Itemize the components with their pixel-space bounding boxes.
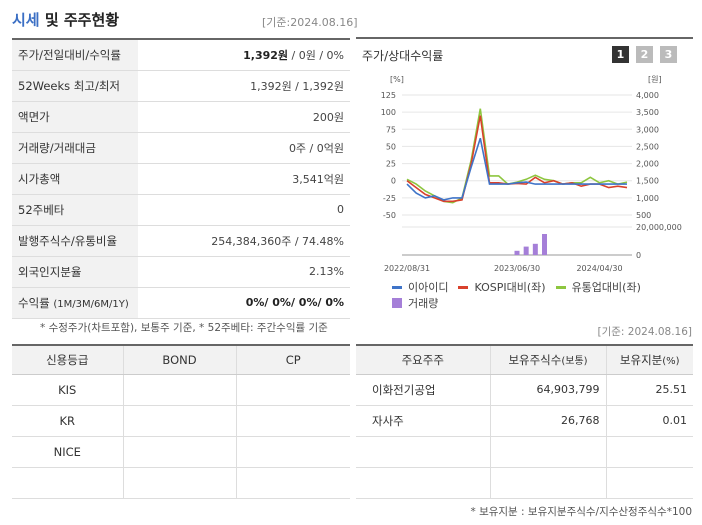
table-row: 52주베타 0 <box>12 194 350 226</box>
column-header: CP <box>235 345 350 375</box>
x-tick-label: 2024/04/30 <box>576 264 622 273</box>
basis-date: [기준:2024.08.16] <box>262 16 358 29</box>
table-row <box>12 467 350 499</box>
volume-bar <box>532 243 538 255</box>
table-row: 주가/전일대비/수익률 1,392원 / 0원 / 0% <box>12 39 350 71</box>
row-value: 2.13% <box>138 256 350 288</box>
right-tick-label: 1,000 <box>636 194 659 203</box>
volume-bar <box>523 246 529 255</box>
column-header: 주요주주 <box>356 345 490 375</box>
legend-swatch-red <box>458 285 469 289</box>
quote-note: * 수정주가(차트포함), 보통주 기준, * 52주베타: 주간수익률 기준 <box>40 322 328 334</box>
table-row: 자사주 26,768 0.01 <box>356 405 693 437</box>
row-label: 수익률 (1M/3M/6M/1Y) <box>12 287 138 319</box>
row-value: 3,541억원 <box>138 163 350 195</box>
row-value: 200원 <box>138 101 350 133</box>
series-line-sector <box>406 108 628 204</box>
left-tick-label: 50 <box>386 142 396 151</box>
left-tick-label: -25 <box>383 194 396 203</box>
right-tick-label: 4,000 <box>636 91 659 100</box>
row-value: 0주 / 0억원 <box>138 132 350 164</box>
column-header: BOND <box>122 345 236 375</box>
table-row: KIS <box>12 374 350 406</box>
row-value: 1,392원 / 1,392원 <box>138 70 350 102</box>
table-row: 수익률 (1M/3M/6M/1Y) 0%/ 0%/ 0%/ 0% <box>12 287 350 319</box>
table-row <box>356 467 693 499</box>
left-tick-label: 125 <box>381 91 396 100</box>
quote-table: 주가/전일대비/수익률 1,392원 / 0원 / 0% 52Weeks 최고/최… <box>12 38 350 319</box>
row-label: 주가/전일대비/수익률 <box>12 39 138 71</box>
table-row: 시가총액 3,541억원 <box>12 163 350 195</box>
legend-item-sector[interactable]: 유통업대비(좌) <box>555 279 641 295</box>
legend-item-kospi[interactable]: KOSPI대비(좌) <box>458 279 546 295</box>
table-header-row: 신용등급 BOND CP <box>12 345 350 375</box>
left-tick-label: 75 <box>386 125 396 134</box>
column-header: 보유주식수(보통) <box>489 345 606 375</box>
left-tick-label: 25 <box>386 160 396 169</box>
row-value: 1,392원 / 0원 / 0% <box>138 39 350 71</box>
right-tick-label: 2,000 <box>636 160 659 169</box>
volume-bar <box>514 250 520 255</box>
basis-date-bottom: [기준: 2024.08.16] <box>597 326 692 338</box>
row-label: 거래량/거래대금 <box>12 132 138 164</box>
row-value: 0 <box>138 194 350 226</box>
right-tick-label: 3,500 <box>636 108 659 117</box>
table-row: 이화전기공업 64,903,799 25.51 <box>356 374 693 406</box>
column-header: 신용등급 <box>12 345 123 375</box>
table-row: 외국인지분율 2.13% <box>12 256 350 288</box>
series-line-stock <box>406 137 627 201</box>
left-tick-label: 0 <box>391 177 396 186</box>
row-label: 52Weeks 최고/최저 <box>12 70 138 102</box>
volume-bar <box>542 234 547 255</box>
table-row: 52Weeks 최고/최저 1,392원 / 1,392원 <box>12 70 350 102</box>
chart-page-1-button[interactable]: 1 <box>612 46 629 63</box>
legend-swatch-purple <box>392 298 402 308</box>
major-shareholders-table: 주요주주 보유주식수(보통) 보유지분(%) 이화전기공업 64,903,799 2… <box>356 344 693 499</box>
legend-swatch-green <box>555 285 566 289</box>
chart-panel: 주가/상대수익률 1 2 3 125 4,000 100 3,500 75 3,000 50… <box>356 37 693 316</box>
right-tick-label: 2,500 <box>636 142 659 151</box>
row-value: 0%/ 0%/ 0%/ 0% <box>138 287 350 319</box>
right-tick-label: 1,500 <box>636 177 659 186</box>
left-tick-label: 100 <box>381 108 396 117</box>
row-label: 발행주식수/유통비율 <box>12 225 138 257</box>
table-row: 발행주식수/유통비율 254,384,360주 / 74.48% <box>12 225 350 257</box>
right-tick-label: 500 <box>636 211 651 220</box>
volume-tick-label: 0 <box>636 251 641 260</box>
left-tick-label: -50 <box>383 211 396 220</box>
series-line-kospi <box>406 115 628 203</box>
left-axis-unit: [%] <box>390 75 404 84</box>
chart-title: 주가/상대수익률 <box>362 49 444 63</box>
table-row: 거래량/거래대금 0주 / 0억원 <box>12 132 350 164</box>
right-axis-unit: [원] <box>648 75 662 84</box>
table-row: 액면가 200원 <box>12 101 350 133</box>
volume-tick-label: 20,000,000 <box>636 223 682 232</box>
column-header: 보유지분(%) <box>605 345 693 375</box>
x-tick-label: 2023/06/30 <box>494 264 540 273</box>
credit-rating-table: 신용등급 BOND CP KIS KR NICE <box>12 344 350 499</box>
chart-page-2-button[interactable]: 2 <box>636 46 653 63</box>
row-label: 액면가 <box>12 101 138 133</box>
section-title: 시세 및 주주현황 <box>12 11 120 29</box>
row-label: 52주베타 <box>12 194 138 226</box>
row-label: 외국인지분율 <box>12 256 138 288</box>
table-row: NICE <box>12 436 350 468</box>
right-tick-label: 3,000 <box>636 125 659 134</box>
x-tick-label: 2022/08/31 <box>384 264 430 273</box>
chart-page-3-button[interactable]: 3 <box>660 46 677 63</box>
legend-item-stock[interactable]: 이아이디 <box>392 279 448 295</box>
legend-item-volume[interactable]: 거래량 <box>392 295 438 311</box>
table-row <box>356 436 693 468</box>
row-label: 시가총액 <box>12 163 138 195</box>
row-value: 254,384,360주 / 74.48% <box>138 225 350 257</box>
table-header-row: 주요주주 보유주식수(보통) 보유지분(%) <box>356 345 693 375</box>
relative-return-chart: 125 4,000 100 3,500 75 3,000 50 2,500 25 2,000 0 1,… <box>381 75 682 273</box>
chart-legend: 이아이디 KOSPI대비(좌) 유통업대비(좌) 거래량 <box>392 279 651 311</box>
table-row: KR <box>12 405 350 437</box>
legend-swatch-blue <box>392 285 402 289</box>
holders-note: * 보유지분 : 보유지분주식수/지수산정주식수*100 <box>470 506 692 518</box>
